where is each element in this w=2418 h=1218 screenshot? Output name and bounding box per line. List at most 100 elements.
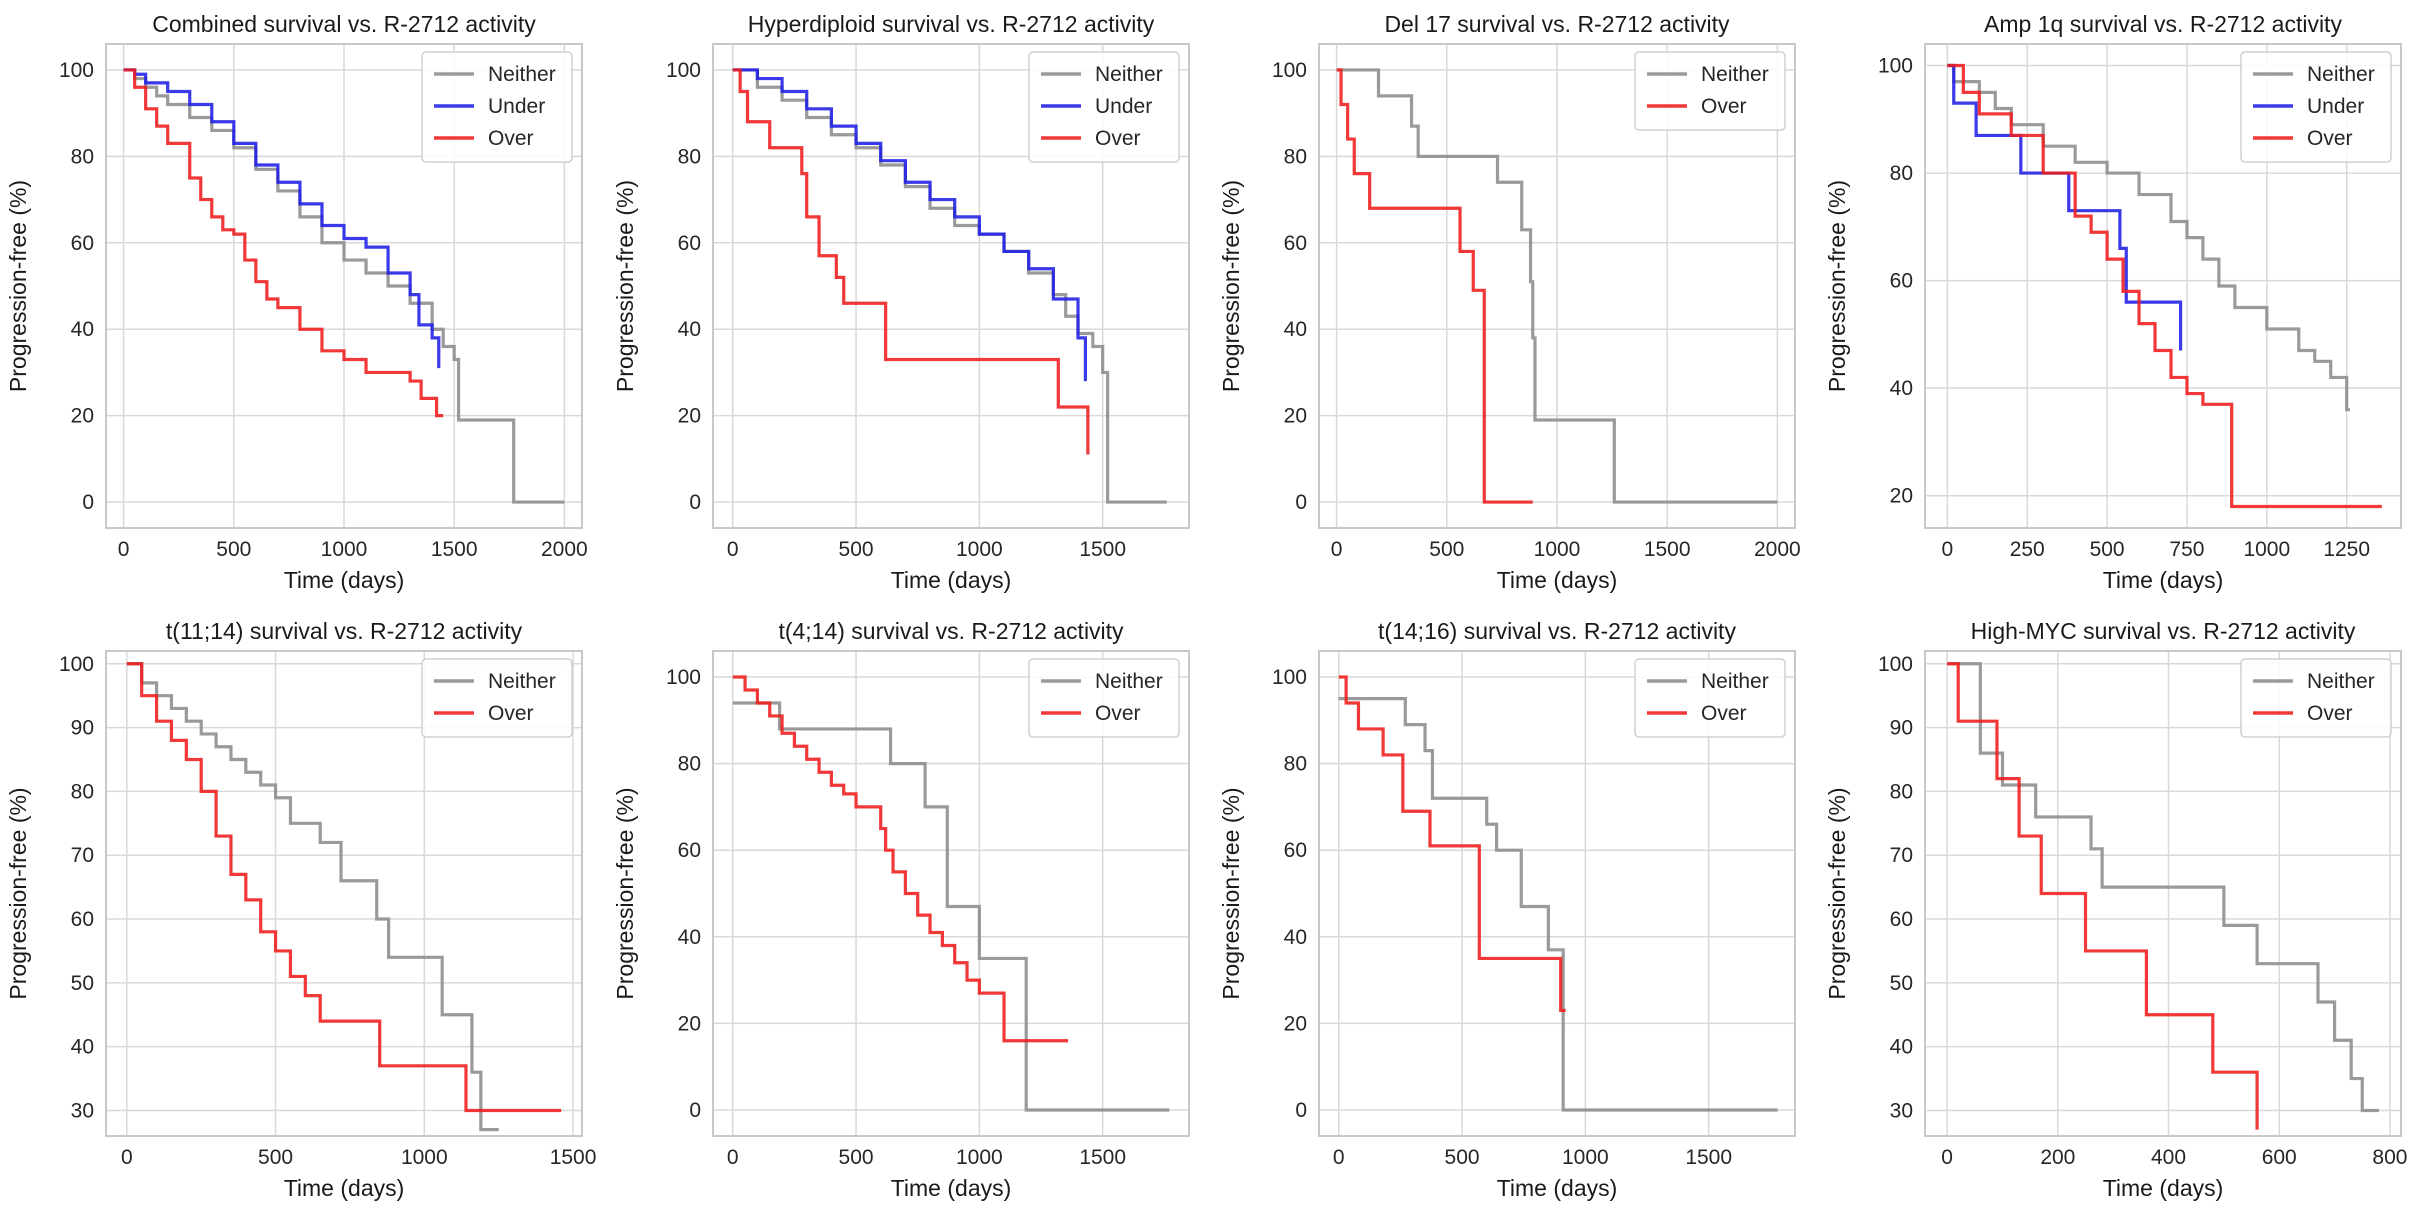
y-tick-label: 80	[1284, 145, 1307, 168]
y-tick-label: 100	[1272, 666, 1307, 689]
y-tick-label: 0	[1295, 1099, 1307, 1122]
legend-label-neither: Neither	[1701, 670, 1769, 693]
series-line-over	[1947, 63, 2382, 509]
x-tick-label: 500	[2090, 538, 2125, 561]
y-tick-label: 60	[1284, 232, 1307, 255]
legend-label-over: Over	[2307, 702, 2353, 725]
y-tick-label: 20	[71, 405, 94, 428]
series-line-neither	[1336, 68, 1778, 504]
y-tick-label: 70	[1890, 844, 1913, 867]
y-tick-label: 50	[71, 972, 94, 995]
plot-frame	[1318, 650, 1796, 1137]
chart-panel-8: 0 200 400 600 800 30 40 50 60 70 80 90 100 High-MYC s…	[1824, 618, 2407, 1201]
y-tick-label: 40	[678, 926, 701, 949]
legend: Neither Under Over	[2240, 51, 2392, 163]
y-tick-label: 0	[1295, 491, 1307, 514]
y-tick-label: 60	[678, 839, 701, 862]
y-tick-label: 20	[678, 1012, 701, 1035]
plot-frame	[1924, 650, 2402, 1137]
x-tick-label: 0	[727, 538, 739, 561]
legend-label-neither: Neither	[2307, 670, 2375, 693]
y-tick-label: 100	[666, 59, 701, 82]
series-line-over	[123, 68, 444, 418]
series-line-over	[1947, 662, 2259, 1130]
y-tick-label: 80	[71, 145, 94, 168]
legend-box	[421, 658, 573, 738]
x-tick-label: 2000	[1754, 538, 1801, 561]
legend-label-over: Over	[1701, 702, 1747, 725]
x-tick-label: 1000	[321, 538, 368, 561]
plot-frame	[1924, 43, 2402, 529]
y-tick-label: 60	[1890, 908, 1913, 931]
y-tick-label: 100	[1272, 59, 1307, 82]
x-tick-label: 0	[1941, 1146, 1953, 1169]
x-tick-label: 1000	[956, 1146, 1003, 1169]
x-tick-label: 0	[727, 1146, 739, 1169]
y-tick-label: 60	[71, 232, 94, 255]
x-tick-label: 0	[1333, 1146, 1345, 1169]
y-tick-label: 40	[1890, 1036, 1913, 1059]
chart-title: Amp 1q survival vs. R-2712 activity	[1984, 11, 2342, 37]
series-line-over	[126, 662, 562, 1113]
x-tick-label: 600	[2262, 1146, 2297, 1169]
x-tick-label: 0	[121, 1146, 133, 1169]
chart-title: t(4;14) survival vs. R-2712 activity	[778, 618, 1124, 644]
legend-box	[421, 51, 573, 163]
series-line-over	[1338, 675, 1566, 1013]
y-tick-label: 80	[1890, 162, 1913, 185]
series-line-over	[732, 675, 1069, 1043]
legend-label-over: Over	[2307, 127, 2353, 150]
x-tick-label: 2000	[541, 538, 588, 561]
y-axis-label: Progression-free (%)	[5, 180, 31, 392]
y-tick-label: 40	[678, 318, 701, 341]
series-line-over	[1336, 68, 1533, 504]
chart-panel-1: 0 500 1000 1500 2000 0 20 40 60 80 100 Combined sur…	[5, 11, 588, 593]
chart-panel-2: 0 500 1000 1500 0 20 40 60 80 100 Hyperdiploid sur…	[612, 11, 1190, 593]
plot-frame	[105, 650, 583, 1137]
y-tick-label: 40	[1284, 318, 1307, 341]
legend: Neither Over	[421, 658, 573, 738]
x-tick-label: 1000	[1562, 1146, 1609, 1169]
series-line-neither	[126, 662, 499, 1132]
chart-panel-5: 0 500 1000 1500 30 40 50 60 70 80 90 100 t(11;14) su…	[5, 618, 596, 1201]
plot-frame	[1318, 43, 1796, 529]
legend-box	[2240, 658, 2392, 738]
y-tick-label: 20	[1890, 485, 1913, 508]
chart-panel-3: 0 500 1000 1500 2000 0 20 40 60 80 100 Del 17 survi…	[1218, 11, 1801, 593]
x-axis-label: Time (days)	[891, 1175, 1012, 1201]
chart-panel-6: 0 500 1000 1500 0 20 40 60 80 100 t(4;14) survival…	[612, 618, 1190, 1201]
x-tick-label: 0	[118, 538, 130, 561]
x-tick-label: 500	[1429, 538, 1464, 561]
x-tick-label: 500	[258, 1146, 293, 1169]
y-tick-label: 20	[678, 405, 701, 428]
legend: Neither Over	[2240, 658, 2392, 738]
x-axis-label: Time (days)	[2103, 1175, 2224, 1201]
y-tick-label: 30	[1890, 1099, 1913, 1122]
legend-label-over: Over	[1095, 127, 1141, 150]
series-line-neither	[1947, 63, 2350, 412]
y-tick-label: 60	[678, 232, 701, 255]
legend-label-over: Over	[488, 702, 534, 725]
chart-title: Del 17 survival vs. R-2712 activity	[1384, 11, 1730, 37]
x-axis-label: Time (days)	[284, 567, 405, 593]
y-tick-label: 70	[71, 844, 94, 867]
y-axis-label: Progression-free (%)	[612, 180, 638, 392]
chart-title: t(14;16) survival vs. R-2712 activity	[1378, 618, 1736, 644]
x-tick-label: 200	[2040, 1146, 2075, 1169]
y-tick-label: 80	[71, 780, 94, 803]
y-tick-label: 60	[1890, 270, 1913, 293]
y-tick-label: 20	[1284, 405, 1307, 428]
legend-box	[2240, 51, 2392, 163]
y-tick-label: 100	[59, 653, 94, 676]
x-tick-label: 1500	[431, 538, 478, 561]
legend-box	[1028, 658, 1180, 738]
legend-label-over: Over	[488, 127, 534, 150]
y-tick-label: 80	[678, 145, 701, 168]
x-tick-label: 1500	[1079, 1146, 1126, 1169]
x-tick-label: 750	[2169, 538, 2204, 561]
y-tick-label: 100	[59, 59, 94, 82]
x-tick-label: 500	[839, 1146, 874, 1169]
x-tick-label: 1250	[2323, 538, 2370, 561]
y-tick-label: 0	[689, 1099, 701, 1122]
legend-box	[1634, 658, 1786, 738]
